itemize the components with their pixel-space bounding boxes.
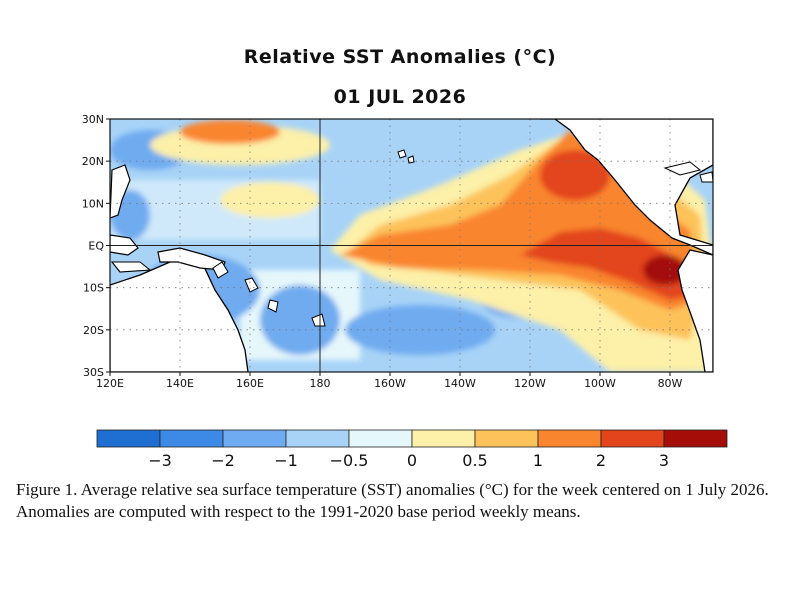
colorbar-label: −0.5: [330, 451, 369, 470]
lon-tick-label: 120E: [96, 377, 124, 390]
colorbar-label: −2: [211, 451, 235, 470]
lon-tick-label: 80W: [658, 377, 683, 390]
colorbar-swatch: [159, 429, 224, 448]
colorbar-label: 2: [596, 451, 606, 470]
lat-tick-label: 20S: [83, 324, 104, 337]
lon-tick-label: 100W: [584, 377, 616, 390]
lat-tick-label: 30S: [83, 366, 104, 379]
lon-tick-label: 140E: [166, 377, 194, 390]
lon-tick-label: 120W: [514, 377, 546, 390]
colorbar: −3 −2 −1 −0.5 0 0.5 1 2 3: [96, 429, 728, 470]
colorbar-label: −1: [274, 451, 298, 470]
lon-tick-label: 180: [310, 377, 331, 390]
lat-tick-label: 20N: [82, 155, 104, 168]
lat-tick-label: 10S: [83, 282, 104, 295]
colorbar-label: 1: [533, 451, 543, 470]
colorbar-label: 0.5: [462, 451, 487, 470]
lon-tick-label: 160E: [236, 377, 264, 390]
colorbar-label: 3: [659, 451, 669, 470]
colorbar-swatch: [600, 429, 665, 448]
colorbar-swatch: [222, 429, 287, 448]
lon-tick-label: 140W: [444, 377, 476, 390]
colorbar-swatch: [411, 429, 476, 448]
lon-tick-label: 160W: [374, 377, 406, 390]
map-title: Relative SST Anomalies (°C): [243, 46, 557, 68]
figure-caption: Figure 1. Average relative sea surface t…: [16, 480, 769, 521]
lat-tick-label: 10N: [82, 197, 104, 210]
colorbar-swatch: [96, 429, 161, 448]
colorbar-swatch: [285, 429, 350, 448]
colorbar-swatch: [537, 429, 602, 448]
map-date: 01 JUL 2026: [333, 86, 467, 108]
colorbar-swatch: [474, 429, 539, 448]
colorbar-swatch: [663, 429, 728, 448]
lat-tick-label: EQ: [88, 240, 104, 253]
lat-tick-label: 30N: [82, 113, 104, 126]
colorbar-label: −3: [148, 451, 172, 470]
colorbar-swatch: [348, 429, 413, 448]
colorbar-label: 0: [407, 451, 417, 470]
